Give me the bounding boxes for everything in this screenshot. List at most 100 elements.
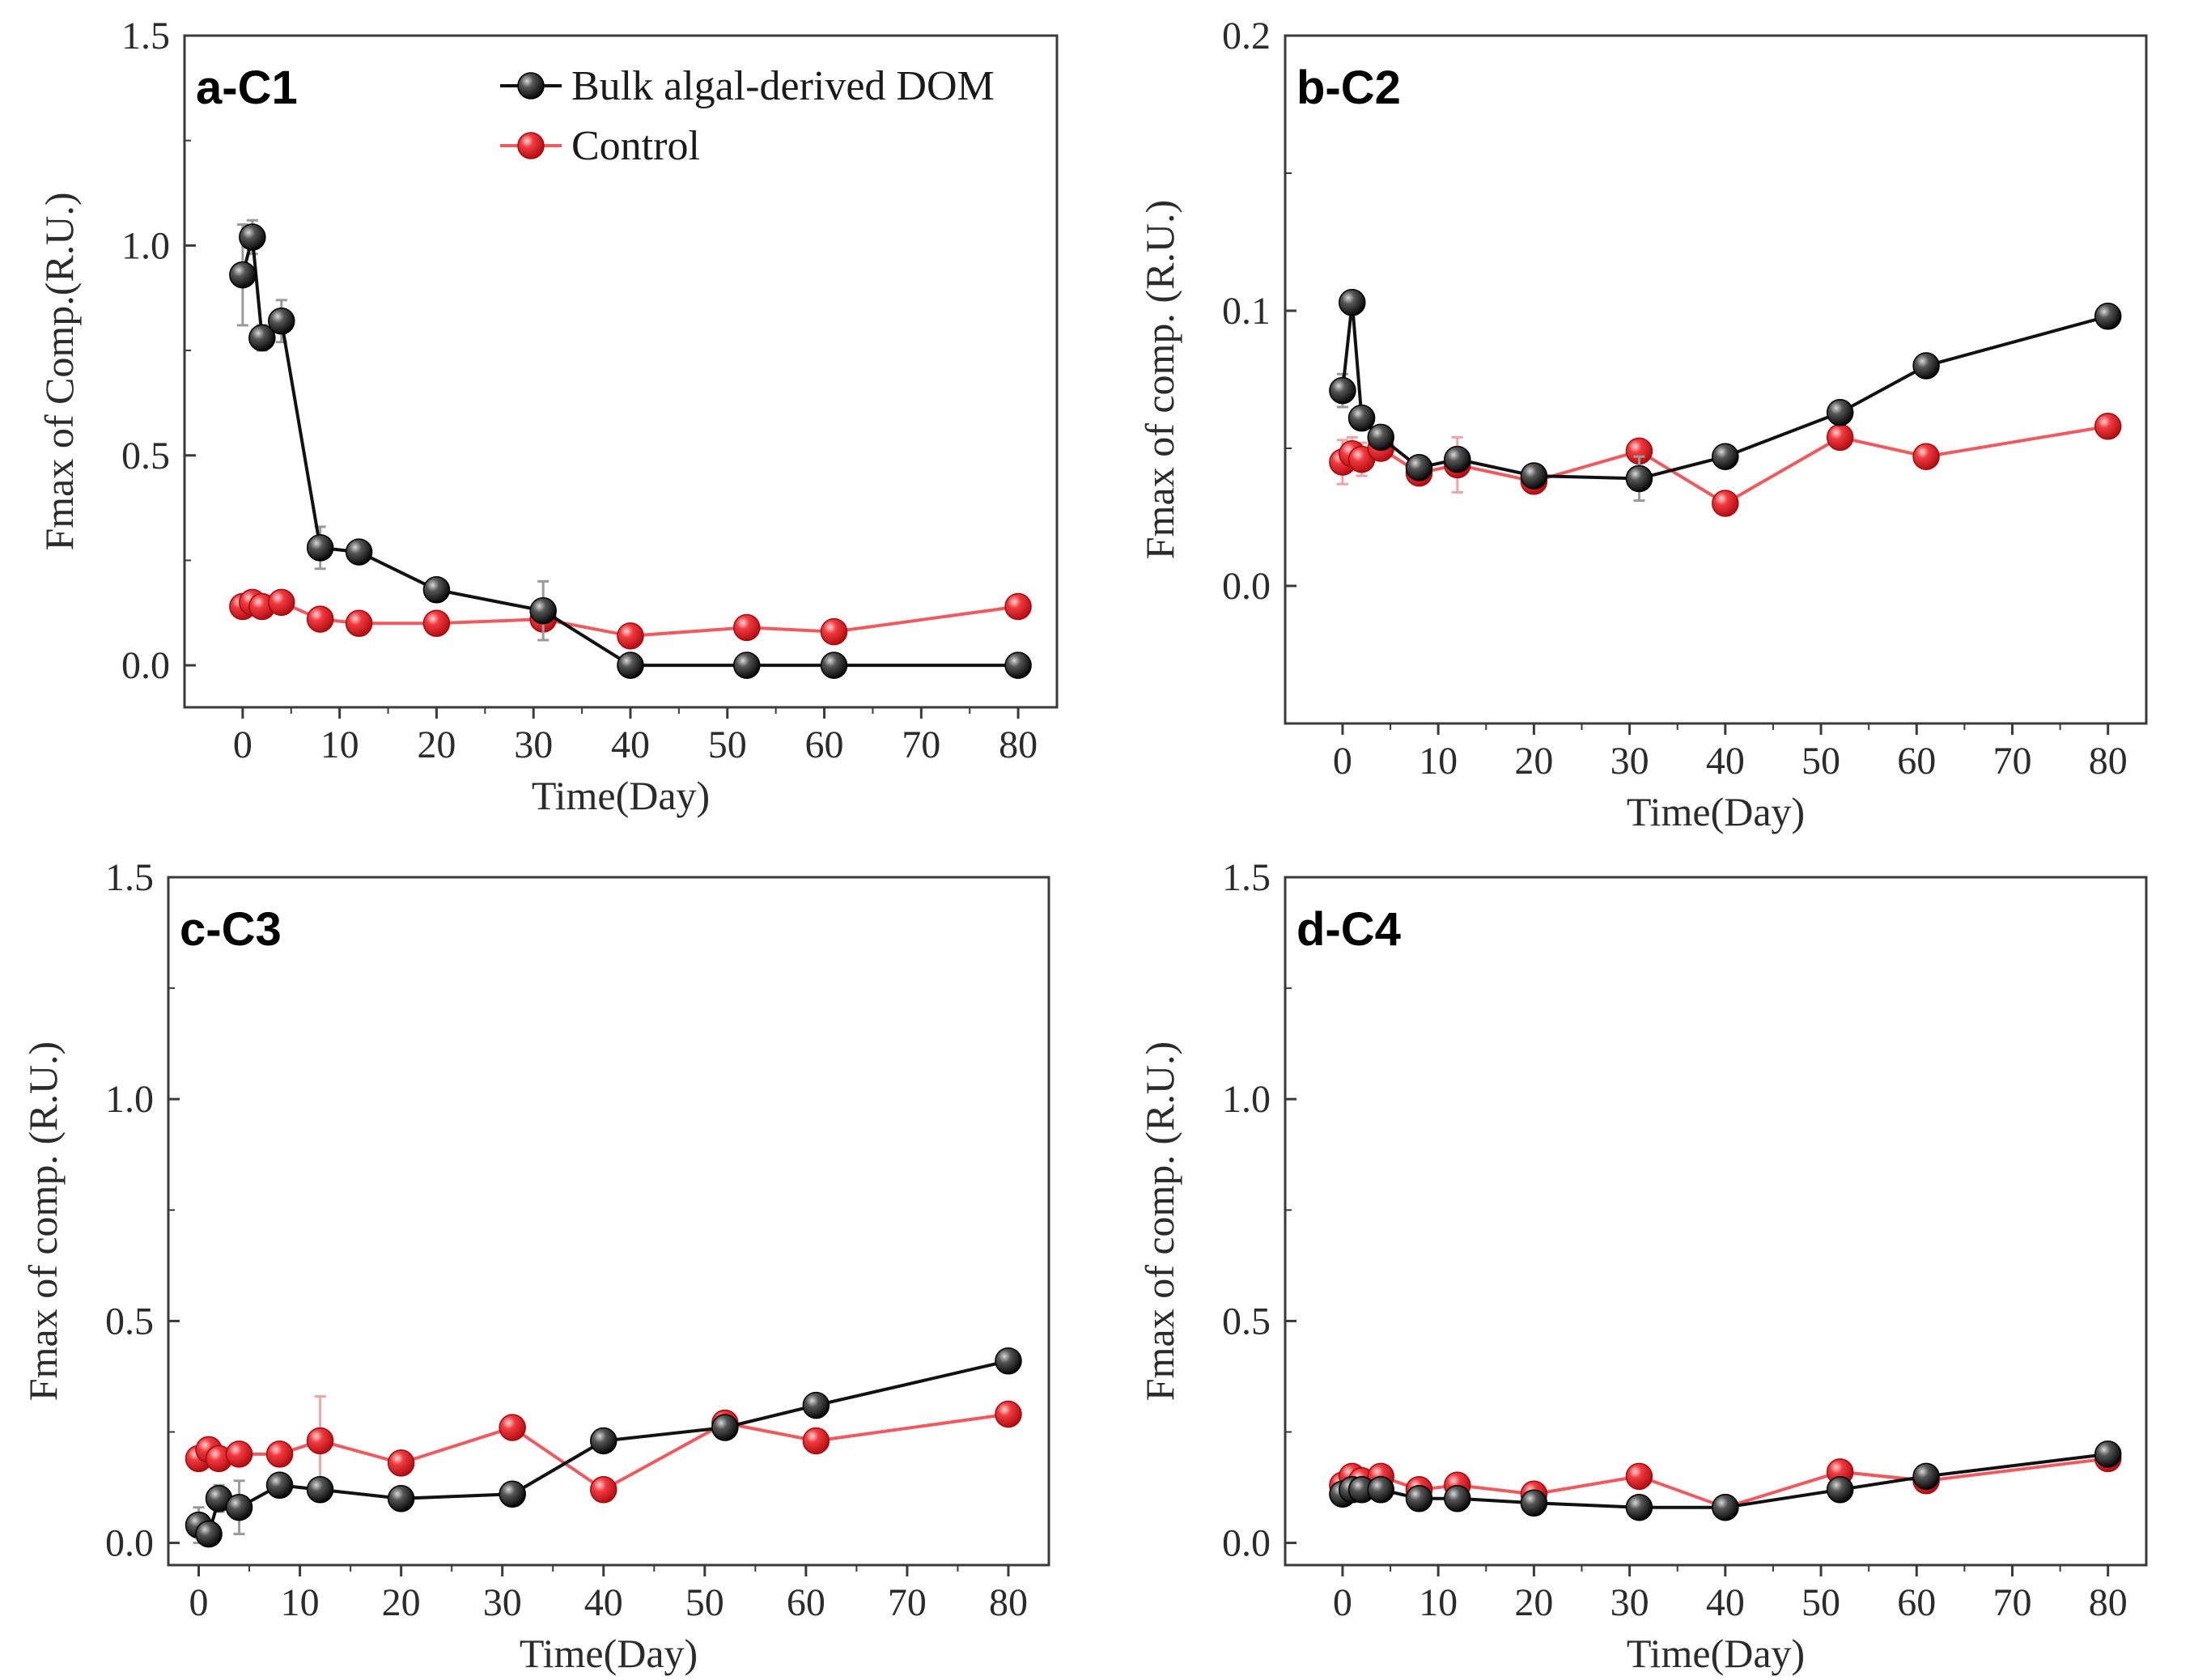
- data-point-bulk: [1339, 289, 1366, 316]
- y-tick-label: 1.5: [105, 856, 154, 899]
- x-tick-label: 70: [1992, 740, 2031, 783]
- data-point-control: [589, 1476, 617, 1504]
- legend-bulk-label: Bulk algal-derived DOM: [571, 63, 995, 109]
- data-point-bulk: [1405, 454, 1433, 482]
- data-point-control: [732, 613, 761, 642]
- series-control: [185, 1395, 1022, 1504]
- x-tick-label: 10: [1419, 740, 1458, 783]
- plot-frame: [167, 876, 1050, 1567]
- series-group: [229, 218, 1032, 679]
- data-point-bulk: [1625, 465, 1653, 493]
- data-point-bulk: [529, 596, 557, 625]
- y-tick-label: 0.1: [1222, 290, 1271, 333]
- x-tick-label: 70: [1992, 1581, 2031, 1624]
- series-control: [1329, 413, 2122, 517]
- data-point-bulk: [802, 1391, 830, 1419]
- data-point-bulk: [268, 308, 295, 335]
- y-axis-title: Fmax of Comp.(R.U.): [36, 192, 82, 550]
- data-point-bulk: [820, 651, 848, 679]
- x-tick-label: 0: [1333, 740, 1352, 783]
- data-point-bulk: [345, 538, 373, 566]
- x-axis-title: Time(Day): [1627, 789, 1805, 834]
- data-point-bulk: [589, 1427, 617, 1455]
- x-tick-label: 0: [233, 723, 253, 766]
- data-point-bulk: [2094, 1440, 2122, 1468]
- data-point-bulk: [1004, 651, 1032, 679]
- x-tick-label: 30: [1611, 1581, 1649, 1624]
- legend: Bulk algal-derived DOM Control: [500, 63, 995, 169]
- panel-d-c4: 0.0 0.5 1.0 1.5 0 10 20 30 40 50 60 70 80 d-C4 Time…: [1137, 856, 2148, 1676]
- data-point-bulk: [732, 651, 761, 679]
- data-point-bulk: [1347, 404, 1376, 432]
- data-point-control: [820, 617, 848, 646]
- x-tick-label: 50: [1801, 740, 1840, 783]
- y-tick-label: 1.0: [1222, 1078, 1271, 1121]
- data-point-bulk: [1520, 1489, 1548, 1517]
- plot-frame: [1284, 34, 2148, 725]
- y-axis-title: Fmax of comp. (R.U.): [1137, 200, 1182, 559]
- x-tick-label: 60: [1897, 1581, 1936, 1624]
- data-point-bulk: [225, 1493, 253, 1521]
- data-point-control: [387, 1449, 415, 1477]
- data-point-bulk: [1826, 1476, 1854, 1504]
- x-tick-label: 40: [611, 723, 650, 766]
- y-tick-label: 1.0: [105, 1078, 154, 1121]
- y-axis-ticks: 0.0 0.5 1.0 1.5: [105, 856, 180, 1565]
- plot-frame: [183, 34, 1059, 709]
- series-bulk-line: [240, 236, 1019, 668]
- y-axis-ticks: 0.0 0.5 1.0 1.5: [1222, 856, 1296, 1565]
- x-axis-title: Time(Day): [532, 773, 710, 818]
- x-axis-ticks: 0 10 20 30 40 50 60 70 80: [1333, 1565, 2128, 1624]
- x-tick-label: 50: [1801, 1581, 1840, 1624]
- data-point-bulk: [1712, 1493, 1739, 1521]
- data-point-control: [2094, 413, 2122, 440]
- y-tick-label: 0.5: [1222, 1300, 1271, 1343]
- x-tick-label: 40: [584, 1581, 623, 1624]
- data-point-bulk: [229, 261, 257, 289]
- data-point-bulk: [711, 1414, 739, 1441]
- data-point-bulk: [1625, 1493, 1653, 1521]
- data-point-bulk: [1912, 1462, 1940, 1491]
- x-tick-label: 20: [417, 723, 456, 766]
- data-point-bulk: [265, 1471, 294, 1500]
- y-tick-label: 0.5: [105, 1300, 154, 1343]
- data-point-bulk: [1826, 399, 1854, 426]
- data-point-bulk: [1367, 1476, 1394, 1504]
- y-tick-label: 0.0: [105, 1522, 154, 1565]
- x-tick-label: 30: [483, 1581, 522, 1624]
- x-tick-label: 70: [902, 723, 940, 766]
- data-point-control: [1625, 1462, 1653, 1491]
- x-tick-label: 50: [708, 723, 747, 766]
- data-point-bulk: [387, 1484, 415, 1512]
- data-point-bulk: [2094, 303, 2122, 330]
- x-tick-label: 20: [1514, 740, 1553, 783]
- data-point-bulk: [617, 651, 644, 679]
- y-tick-label: 0.2: [1222, 15, 1271, 57]
- x-axis-title: Time(Day): [520, 1631, 698, 1676]
- data-point-control: [306, 1427, 334, 1455]
- x-tick-label: 30: [1611, 740, 1649, 783]
- data-point-control: [499, 1414, 526, 1441]
- panel-label: c-C3: [180, 903, 282, 956]
- y-axis-ticks: 0.0 0.1 0.2: [1222, 15, 1296, 608]
- series-group: [185, 1347, 1022, 1548]
- data-point-control: [1004, 592, 1032, 621]
- x-axis-ticks: 0 10 20 30 40 50 60 70 80: [1333, 723, 2128, 783]
- data-point-control: [306, 605, 334, 633]
- data-point-bulk: [239, 223, 266, 251]
- data-point-control: [422, 609, 451, 637]
- x-tick-label: 0: [189, 1581, 209, 1624]
- plot-frame: [1284, 876, 2148, 1567]
- series-group: [1329, 289, 2122, 517]
- data-point-bulk: [306, 534, 334, 562]
- data-point-bulk: [195, 1520, 223, 1548]
- x-tick-label: 60: [805, 723, 844, 766]
- x-tick-label: 80: [989, 1581, 1028, 1624]
- data-point-bulk: [499, 1480, 526, 1508]
- x-tick-label: 20: [382, 1581, 421, 1624]
- data-point-control: [265, 1440, 294, 1468]
- y-tick-label: 0.0: [121, 644, 170, 687]
- panel-c-c3: 0.0 0.5 1.0 1.5 0 10 20 30 40 50 60 70 80 c-C3 Time…: [20, 856, 1050, 1676]
- data-point-control: [225, 1440, 253, 1468]
